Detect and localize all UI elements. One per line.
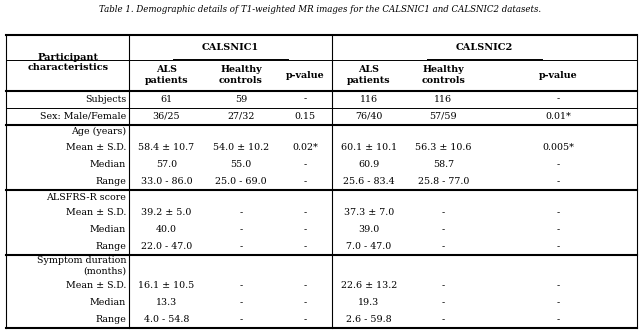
Text: 36/25: 36/25 [153, 112, 180, 121]
Text: 7.0 - 47.0: 7.0 - 47.0 [346, 242, 392, 251]
Text: -: - [303, 242, 307, 251]
Text: -: - [557, 315, 560, 324]
Text: -: - [442, 298, 445, 307]
Text: 0.15: 0.15 [294, 112, 316, 121]
Text: -: - [303, 298, 307, 307]
Text: 25.6 - 83.4: 25.6 - 83.4 [343, 177, 395, 186]
Text: 0.01*: 0.01* [546, 112, 572, 121]
Text: -: - [557, 177, 560, 186]
Text: 25.8 - 77.0: 25.8 - 77.0 [417, 177, 469, 186]
Text: Median: Median [90, 225, 126, 234]
Text: -: - [557, 298, 560, 307]
Text: 13.3: 13.3 [156, 298, 177, 307]
Text: -: - [303, 315, 307, 324]
Text: 25.0 - 69.0: 25.0 - 69.0 [215, 177, 267, 186]
Text: -: - [557, 242, 560, 251]
Text: Symptom duration
(months): Symptom duration (months) [36, 256, 126, 276]
Text: -: - [303, 160, 307, 169]
Text: 57/59: 57/59 [429, 112, 457, 121]
Text: 60.1 ± 10.1: 60.1 ± 10.1 [341, 143, 397, 152]
Text: 55.0: 55.0 [230, 160, 252, 169]
Text: -: - [442, 315, 445, 324]
Text: Range: Range [95, 315, 126, 324]
Text: 16.1 ± 10.5: 16.1 ± 10.5 [138, 281, 195, 290]
Text: Sex: Male/Female: Sex: Male/Female [40, 112, 126, 121]
Text: Median: Median [90, 298, 126, 307]
Text: ALS
patients: ALS patients [145, 65, 188, 85]
Text: -: - [557, 160, 560, 169]
Text: 60.9: 60.9 [358, 160, 380, 169]
Text: Median: Median [90, 160, 126, 169]
Text: Mean ± S.D.: Mean ± S.D. [66, 208, 126, 217]
Text: 33.0 - 86.0: 33.0 - 86.0 [141, 177, 193, 186]
Text: 54.0 ± 10.2: 54.0 ± 10.2 [213, 143, 269, 152]
Text: -: - [303, 177, 307, 186]
Text: 39.0: 39.0 [358, 225, 380, 234]
Text: -: - [239, 208, 243, 217]
Text: 2.6 - 59.8: 2.6 - 59.8 [346, 315, 392, 324]
Text: Mean ± S.D.: Mean ± S.D. [66, 143, 126, 152]
Text: Range: Range [95, 242, 126, 251]
Text: 61: 61 [161, 95, 173, 104]
Text: -: - [239, 315, 243, 324]
Text: -: - [442, 281, 445, 290]
Text: 0.005*: 0.005* [543, 143, 575, 152]
Text: 22.0 - 47.0: 22.0 - 47.0 [141, 242, 192, 251]
Text: 4.0 - 54.8: 4.0 - 54.8 [144, 315, 189, 324]
Text: -: - [239, 225, 243, 234]
Text: -: - [442, 208, 445, 217]
Text: ALS
patients: ALS patients [347, 65, 390, 85]
Text: Healthy
controls: Healthy controls [421, 65, 465, 85]
Text: -: - [557, 225, 560, 234]
Text: 116: 116 [434, 95, 452, 104]
Text: 56.3 ± 10.6: 56.3 ± 10.6 [415, 143, 472, 152]
Text: -: - [239, 281, 243, 290]
Text: Mean ± S.D.: Mean ± S.D. [66, 281, 126, 290]
Text: -: - [303, 225, 307, 234]
Text: Age (years): Age (years) [71, 127, 126, 136]
Text: 27/32: 27/32 [227, 112, 255, 121]
Text: -: - [239, 242, 243, 251]
Text: 0.02*: 0.02* [292, 143, 318, 152]
Text: CALSNIC2: CALSNIC2 [456, 43, 513, 51]
Text: Table 1. Demographic details of T1-weighted MR images for the CALSNIC1 and CALSN: Table 1. Demographic details of T1-weigh… [99, 5, 541, 14]
Text: 40.0: 40.0 [156, 225, 177, 234]
Text: ALSFRS-R score: ALSFRS-R score [46, 192, 126, 202]
Text: 59: 59 [235, 95, 247, 104]
Text: 58.4 ± 10.7: 58.4 ± 10.7 [138, 143, 195, 152]
Text: -: - [557, 281, 560, 290]
Text: 76/40: 76/40 [355, 112, 383, 121]
Text: -: - [442, 225, 445, 234]
Text: -: - [303, 95, 307, 104]
Text: Participant
characteristics: Participant characteristics [28, 53, 108, 72]
Text: -: - [557, 95, 560, 104]
Text: 22.6 ± 13.2: 22.6 ± 13.2 [340, 281, 397, 290]
Text: -: - [303, 208, 307, 217]
Text: 58.7: 58.7 [433, 160, 454, 169]
Text: 39.2 ± 5.0: 39.2 ± 5.0 [141, 208, 192, 217]
Text: p-value: p-value [285, 71, 324, 80]
Text: 37.3 ± 7.0: 37.3 ± 7.0 [344, 208, 394, 217]
Text: Healthy
controls: Healthy controls [219, 65, 263, 85]
Text: 57.0: 57.0 [156, 160, 177, 169]
Text: p-value: p-value [540, 71, 578, 80]
Text: CALSNIC1: CALSNIC1 [202, 43, 259, 51]
Text: Range: Range [95, 177, 126, 186]
Text: -: - [239, 298, 243, 307]
Text: 116: 116 [360, 95, 378, 104]
Text: Subjects: Subjects [85, 95, 126, 104]
Text: 19.3: 19.3 [358, 298, 380, 307]
Text: -: - [442, 242, 445, 251]
Text: -: - [303, 281, 307, 290]
Text: -: - [557, 208, 560, 217]
